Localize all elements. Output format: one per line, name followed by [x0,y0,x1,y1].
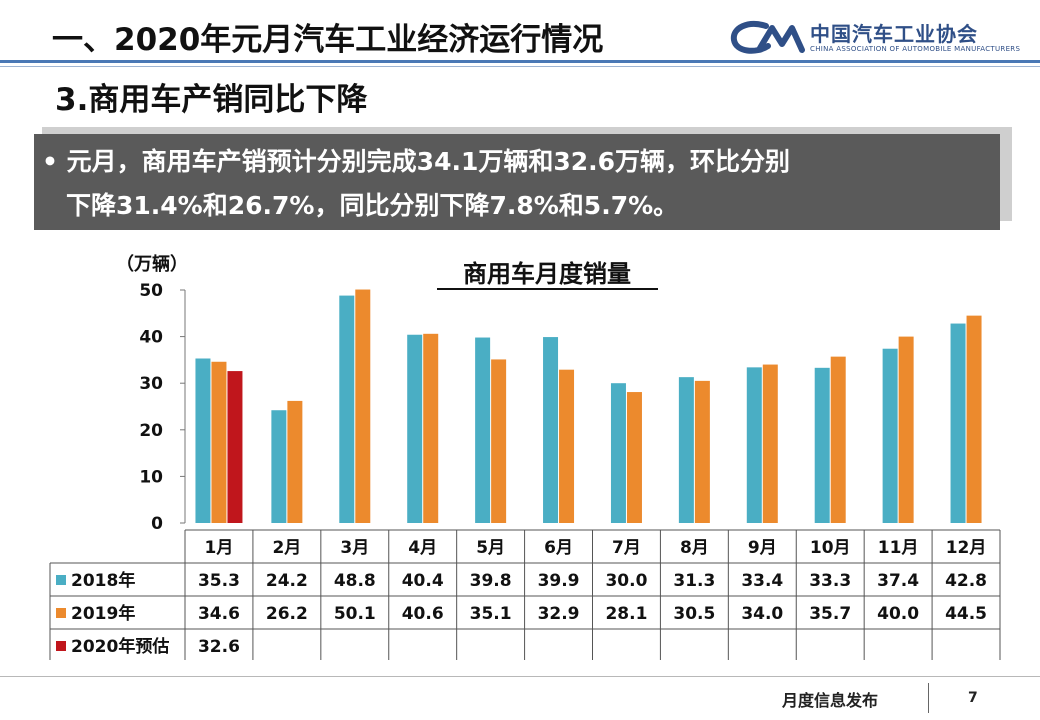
data-label: 35.3 [198,571,240,591]
y-tick-label: 30 [139,374,163,394]
data-label: 48.8 [334,571,376,591]
data-label: 33.4 [741,571,783,591]
bar [339,295,355,523]
data-label: 28.1 [605,604,647,624]
bar [543,337,559,523]
bar [355,289,371,523]
legend-swatch [56,641,66,651]
legend-entry: 2018年 [71,570,135,591]
page-number: 7 [968,690,978,706]
logo-chinese-name: 中国汽车工业协会 [810,22,978,46]
data-label: 39.8 [470,571,512,591]
bar [626,392,642,523]
sales-chart: 商用车月度销量 （万辆） 0 10 20 30 40 50 1月 2月 3月 4月 5月 6月 7月 8月 9月… [49,253,1001,660]
x-tick-label: 6月 [544,538,573,558]
bar [898,336,914,523]
bar [830,356,846,523]
bar [407,334,423,523]
x-tick-label: 3月 [340,538,369,558]
footer-rule [0,676,1040,677]
data-label: 37.4 [877,571,919,591]
slide-subtitle: 3.商用车产销同比下降 [55,82,368,118]
legend-swatch [56,608,66,618]
data-label: 50.1 [334,604,376,624]
bar [195,358,211,523]
summary-text-line1: • 元月，商用车产销预计分别完成34.1万辆和32.6万辆，环比分别 [42,147,791,176]
caam-logo: 中国汽车工业协会 CHINA ASSOCIATION OF AUTOMOBILE… [730,18,1030,58]
data-label: 31.3 [673,571,715,591]
data-label: 33.3 [809,571,851,591]
bar [950,323,966,523]
bar [610,383,626,523]
data-label: 30.0 [605,571,647,591]
data-label: 44.5 [945,604,987,624]
bar [211,361,227,523]
caam-logo-icon [730,20,805,54]
slide-title: 一、2020年元月汽车工业经济运行情况 [52,22,604,58]
data-label: 32.9 [538,604,580,624]
data-label: 34.6 [198,604,240,624]
title-rule [0,60,1040,63]
summary-box [34,134,1000,230]
bar [475,337,491,523]
bar [814,367,830,523]
y-tick-label: 10 [139,467,163,487]
data-label: 42.8 [945,571,987,591]
data-label: 32.6 [198,637,240,657]
legend-entry: 2019年 [71,603,135,624]
bar [694,380,710,523]
data-label: 35.1 [470,604,512,624]
bar [491,359,507,523]
bar [227,371,243,523]
x-tick-label: 5月 [476,538,505,558]
data-label: 26.2 [266,604,308,624]
y-tick-label: 20 [139,421,163,441]
legend-swatch [56,575,66,585]
y-tick-label: 0 [151,514,163,534]
data-label: 39.9 [538,571,580,591]
data-label: 40.4 [402,571,444,591]
data-label: 40.0 [877,604,919,624]
footer-label: 月度信息发布 [782,691,879,710]
y-tick-label: 40 [139,328,163,348]
bar [966,315,982,523]
bar [746,367,762,523]
x-tick-label: 9月 [748,538,777,558]
data-label: 30.5 [673,604,715,624]
data-label: 35.7 [809,604,851,624]
x-tick-label: 4月 [408,538,437,558]
y-tick-label: 50 [139,281,163,301]
data-label: 40.6 [402,604,444,624]
x-tick-label: 1月 [205,538,234,558]
x-tick-label: 11月 [878,538,919,558]
data-label: 24.2 [266,571,308,591]
x-tick-label: 8月 [680,538,709,558]
y-axis-label: （万辆） [116,253,188,275]
bar [423,333,439,523]
x-tick-label: 2月 [272,538,301,558]
bar [882,348,898,523]
title-rule-thin [0,66,1040,67]
bar [678,377,694,523]
x-tick-label: 7月 [612,538,641,558]
legend-entry: 2020年预估 [71,636,169,657]
x-tick-label: 10月 [810,538,851,558]
summary-text-line2: 下降31.4%和26.7%，同比分别下降7.8%和5.7%。 [66,191,679,220]
bar [287,400,303,523]
logo-english-name: CHINA ASSOCIATION OF AUTOMOBILE MANUFACT… [810,45,1021,53]
chart-title: 商用车月度销量 [463,260,631,288]
bar [271,410,287,523]
footer-separator [928,683,929,713]
data-label: 34.0 [741,604,783,624]
bar [559,369,575,523]
bar [762,364,778,523]
x-tick-label: 12月 [946,538,987,558]
